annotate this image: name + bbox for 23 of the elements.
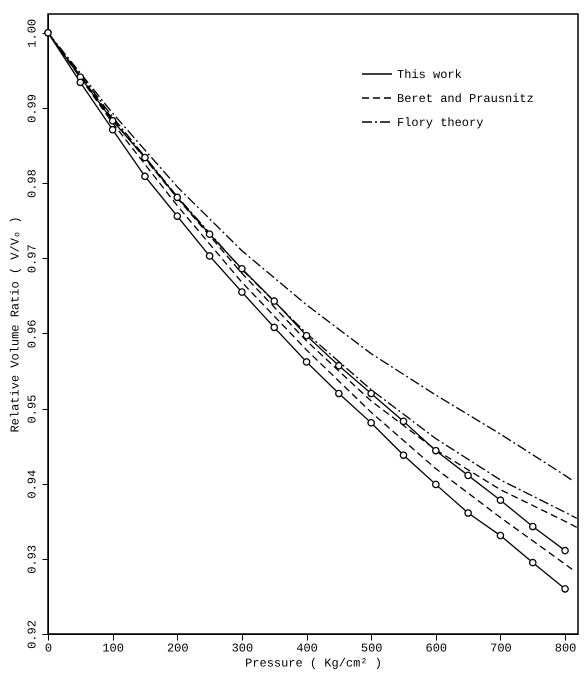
y-tick-label: 0.94 — [26, 470, 40, 499]
x-tick-label: 800 — [554, 642, 576, 656]
y-tick-label: 0.99 — [26, 94, 40, 123]
x-tick-label: 100 — [102, 642, 124, 656]
x-tick-label: 300 — [232, 642, 254, 656]
x-tick-label: 700 — [490, 642, 512, 656]
y-tick-label: 0.97 — [26, 244, 40, 274]
y-axis-title: Relative Volume Ratio ( V/Vₒ ) — [8, 216, 22, 433]
x-tick-label: 0 — [44, 642, 52, 656]
legend-label: This work — [397, 68, 462, 82]
y-tick-label: 0.96 — [26, 319, 40, 348]
y-tick-label: 0.98 — [26, 169, 40, 198]
x-tick-label: 500 — [360, 642, 382, 656]
x-tick-label: 400 — [296, 642, 318, 656]
x-tick-label: 200 — [166, 642, 189, 656]
y-tick-label: 0.95 — [26, 394, 40, 424]
legend-label: Flory theory — [397, 116, 484, 130]
legend-label: Beret and Prausnitz — [397, 92, 534, 106]
x-axis-title: Pressure ( Kg/cm² ) — [245, 656, 382, 670]
y-tick-label: 0.92 — [26, 620, 40, 649]
x-tick-label: 600 — [426, 642, 448, 656]
y-tick-label: 1.00 — [26, 18, 40, 48]
y-tick-label: 0.93 — [26, 544, 40, 574]
